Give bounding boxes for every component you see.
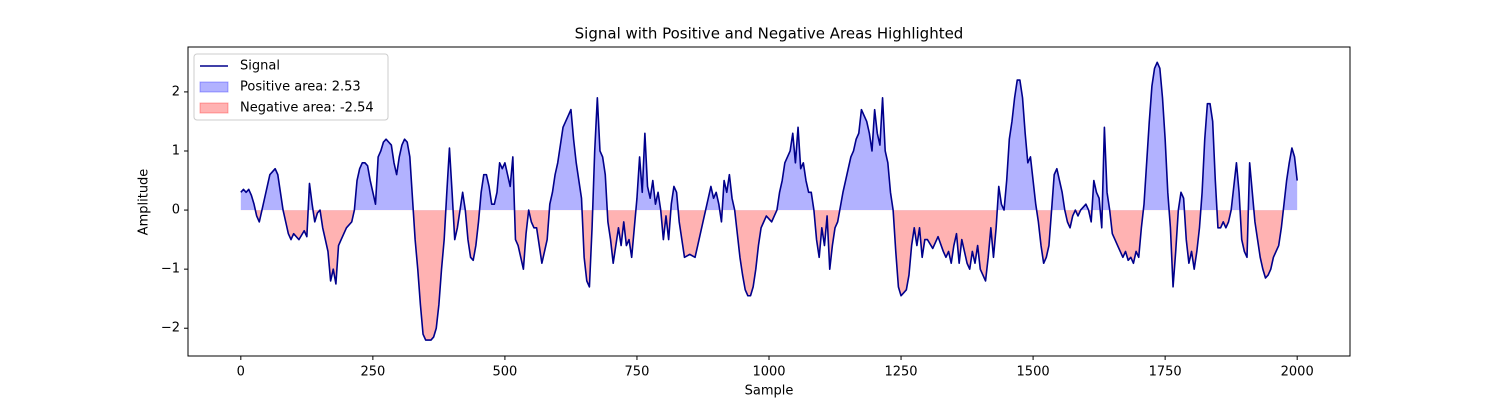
- x-tick-label: 1250: [884, 365, 917, 380]
- x-tick-label: 250: [360, 365, 385, 380]
- y-tick-label: −2: [161, 321, 180, 336]
- area: [240, 210, 1298, 341]
- y-tick-label: −1: [161, 262, 180, 277]
- legend-label: Negative area: -2.54: [240, 101, 374, 116]
- x-tick-label: 0: [237, 365, 245, 380]
- legend-swatch: [199, 81, 229, 93]
- y-tick-label: 1: [172, 143, 180, 158]
- x-tick-label: 1000: [752, 365, 785, 380]
- x-tick-label: 1500: [1017, 365, 1050, 380]
- x-tick-label: 2000: [1281, 365, 1314, 380]
- legend-label: Signal: [240, 59, 280, 74]
- legend-box: [193, 53, 389, 121]
- area: [240, 62, 1298, 211]
- y-tick-label: 0: [172, 203, 180, 218]
- x-tick-label: 1750: [1149, 365, 1182, 380]
- legend-swatch: [199, 102, 229, 114]
- legend-label: Positive area: 2.53: [240, 80, 361, 95]
- y-tick-label: 2: [172, 84, 180, 99]
- x-tick-label: 750: [625, 365, 650, 380]
- signal-line: [240, 61, 1298, 341]
- x-tick-label: 500: [492, 365, 517, 380]
- chart-title: Signal with Positive and Negative Areas …: [575, 25, 964, 43]
- x-axis-label: Sample: [745, 384, 794, 399]
- y-axis-label: Amplitude: [137, 169, 152, 236]
